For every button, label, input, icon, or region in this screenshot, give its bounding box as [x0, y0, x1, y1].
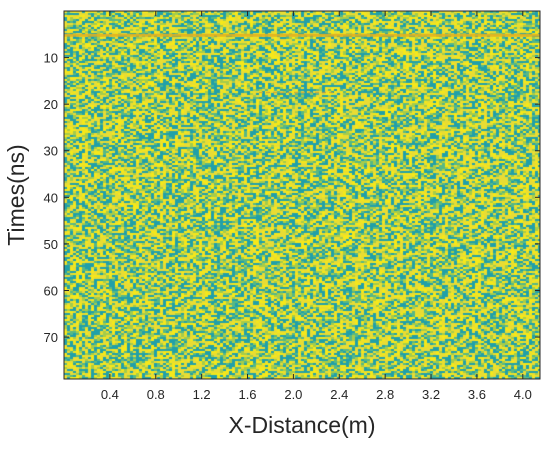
y-tick-label: 30 — [44, 144, 58, 159]
x-tick-label: 4.0 — [514, 387, 532, 402]
x-tick-label: 2.4 — [330, 387, 348, 402]
y-tick-label: 70 — [44, 330, 58, 345]
x-tick-label: 0.8 — [147, 387, 165, 402]
y-tick-label: 20 — [44, 97, 58, 112]
heatmap-cells — [64, 11, 540, 379]
x-tick-label: 1.2 — [193, 387, 211, 402]
tick-layer: 0.4 0.8 1.2 1.6 2.0 2.4 2.8 3.2 3.6 4.0 10 20 30 40 50… — [44, 11, 540, 402]
x-axis-label: X-Distance(m) — [229, 412, 376, 438]
y-tick-label: 10 — [44, 51, 58, 66]
y-axis-label: Times(ns) — [3, 144, 29, 245]
y-tick-label: 40 — [44, 190, 58, 205]
x-tick-label: 1.6 — [238, 387, 256, 402]
y-tick-label: 50 — [44, 237, 58, 252]
x-tick-label: 3.6 — [468, 387, 486, 402]
feature-layer — [64, 33, 540, 94]
plot-frame — [63, 10, 541, 380]
x-tick-label: 0.4 — [101, 387, 119, 402]
x-tick-label: 2.0 — [284, 387, 302, 402]
heatmap-layer — [64, 11, 540, 379]
x-tick-label: 2.8 — [376, 387, 394, 402]
x-tick-label: 3.2 — [422, 387, 440, 402]
y-tick-label: 60 — [44, 283, 58, 298]
